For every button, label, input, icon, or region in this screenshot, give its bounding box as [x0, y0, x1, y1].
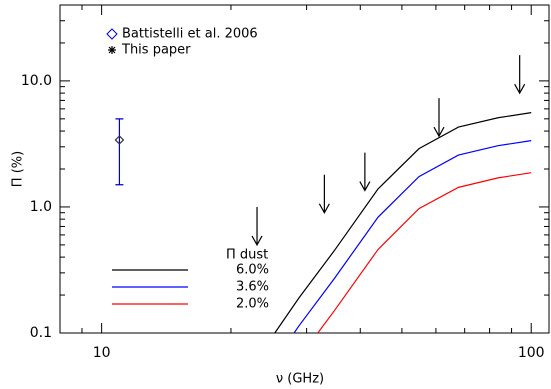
- legend-label: 6.0%: [236, 263, 269, 278]
- y-tick-label: 1.0: [30, 199, 52, 215]
- x-tick-label: 10: [93, 345, 111, 361]
- curve: [274, 112, 532, 333]
- upper-limit-arrow: [359, 152, 371, 192]
- y-axis-label: Π (%): [11, 151, 26, 187]
- curve: [293, 140, 532, 333]
- error-bar: [115, 118, 124, 186]
- upper-limit-arrow: [433, 98, 445, 138]
- legend-marker: [108, 46, 116, 54]
- upper-limit-arrow: [514, 55, 526, 95]
- curve: [317, 172, 532, 333]
- upper-limit-arrow: [251, 206, 263, 247]
- legend-label: This paper: [121, 43, 191, 58]
- legend-marker: [106, 28, 118, 40]
- y-tick-label: 10.0: [21, 73, 52, 89]
- legend-label: 2.0%: [236, 297, 269, 312]
- legend-label: 3.6%: [236, 280, 269, 295]
- x-tick-label: 100: [518, 345, 545, 361]
- upper-limit-arrow: [318, 174, 330, 215]
- legend-title: Π dust: [226, 248, 268, 263]
- data-point: [114, 135, 125, 145]
- x-axis-label: ν (GHz): [276, 372, 324, 387]
- y-tick-label: 0.1: [30, 325, 52, 341]
- legend-label: Battistelli et al. 2006: [122, 27, 258, 42]
